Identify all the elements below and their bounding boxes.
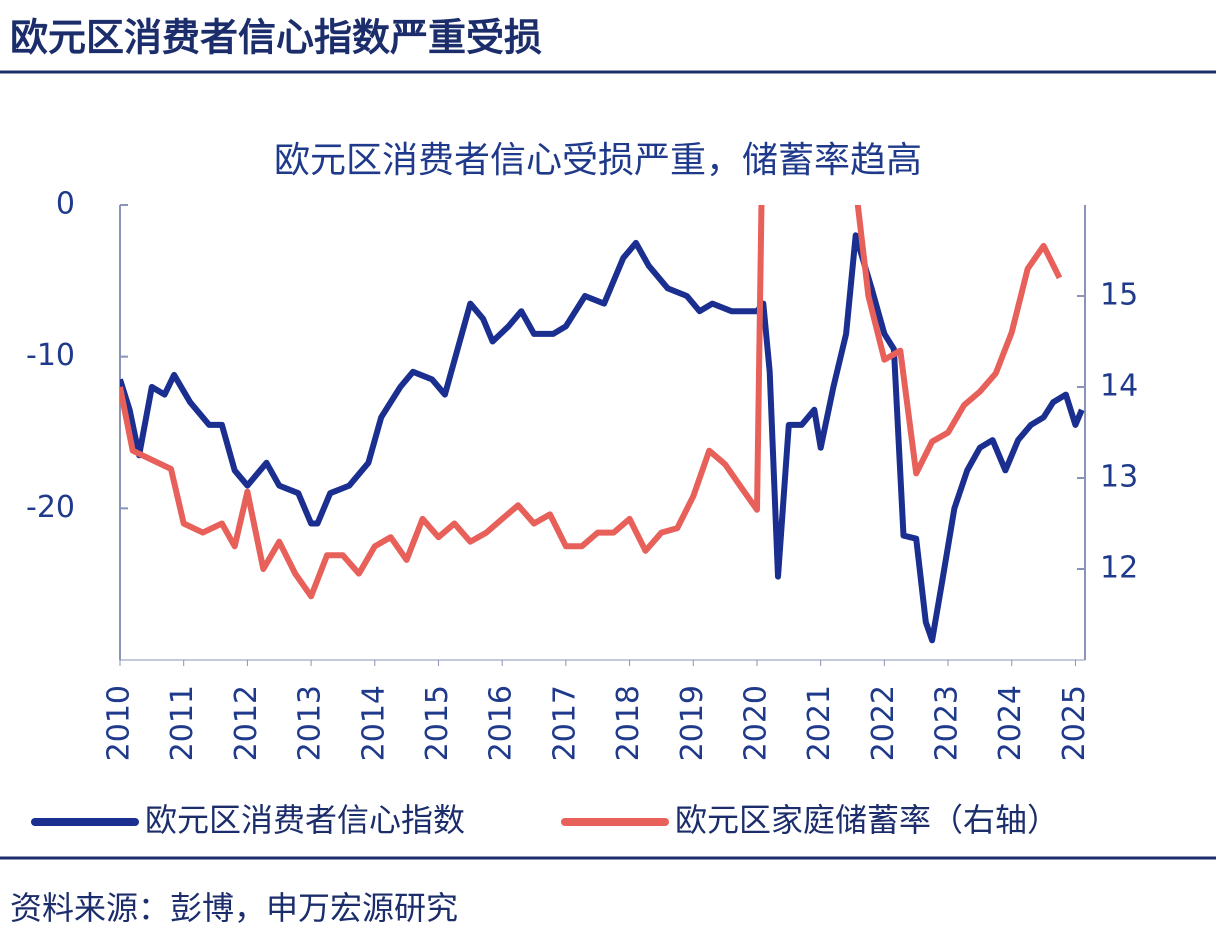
page-title: 欧元区消费者信心指数严重受损 [10,16,542,60]
y-tick-label: -20 [26,490,75,525]
x-tick-label: 2013 [293,685,328,761]
source-note: 资料来源：彭博，申万宏源研究 [10,889,458,927]
y2-tick-label: 15 [1100,278,1138,313]
x-tick-label: 2019 [675,685,710,761]
y2-tick-label: 13 [1100,460,1138,495]
x-tick-label: 2017 [547,685,582,761]
x-tick-label: 2010 [102,685,137,761]
x-tick-label: 2014 [356,685,391,761]
x-tick-label: 2023 [930,685,965,761]
x-tick-label: 2011 [165,685,200,761]
legend-label: 欧元区家庭储蓄率（右轴） [675,801,1059,839]
y2-tick-label: 12 [1100,551,1138,586]
y-tick-label: -10 [26,338,75,373]
legend-label: 欧元区消费者信心指数 [145,801,465,839]
x-tick-label: 2015 [420,685,455,761]
x-tick-label: 2016 [484,685,519,761]
y-tick-label: 0 [56,187,75,222]
x-tick-label: 2020 [738,685,773,761]
plot-area [120,205,1085,644]
series-line [120,232,1085,644]
x-tick-label: 2012 [229,685,264,761]
x-tick-label: 2024 [993,685,1028,761]
x-tick-label: 2021 [802,685,837,761]
series-line [120,205,1063,600]
chart-title: 欧元区消费者信心受损严重，储蓄率趋高 [274,140,922,181]
x-tick-label: 2022 [866,685,901,761]
y2-tick-label: 14 [1100,369,1138,404]
x-tick-label: 2025 [1057,685,1092,761]
x-tick-label: 2018 [611,685,646,761]
